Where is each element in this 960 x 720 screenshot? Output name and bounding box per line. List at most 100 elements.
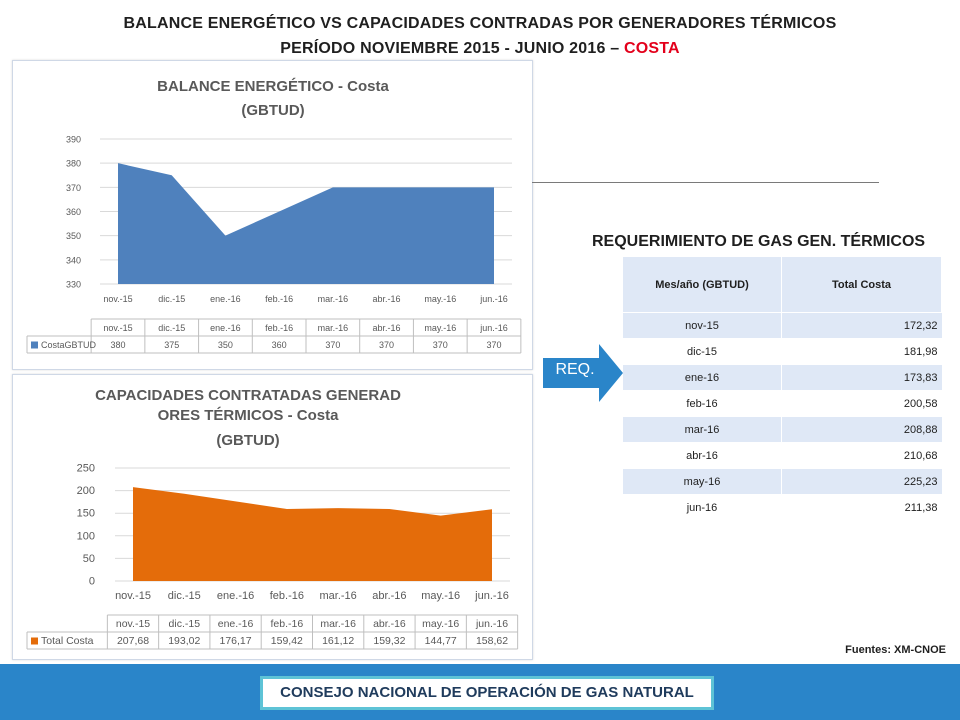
- cell-total: 225,23: [781, 468, 942, 495]
- legend-label: Total Costa: [41, 635, 94, 647]
- data-label: 350: [218, 340, 233, 350]
- table-row: dic-15 181,98: [623, 338, 942, 365]
- chart-title: BALANCE ENERGÉTICO - Costa: [157, 78, 389, 95]
- y-tick-label: 380: [66, 159, 81, 169]
- x-tick-label: abr.-16: [373, 294, 401, 304]
- table-category: nov.-15: [103, 323, 132, 333]
- y-tick-label: 360: [66, 207, 81, 217]
- data-label: 360: [272, 340, 287, 350]
- data-label: 176,17: [220, 635, 252, 647]
- table-category: mar.-16: [318, 323, 349, 333]
- x-tick-label: may.-16: [421, 590, 460, 602]
- table-row: mar-16 208,88: [623, 416, 942, 443]
- data-label: 159,42: [271, 635, 303, 647]
- data-label: 370: [379, 340, 394, 350]
- page-subtitle: PERÍODO NOVIEMBRE 2015 - JUNIO 2016 – CO…: [0, 40, 960, 58]
- y-tick-label: 0: [89, 576, 95, 588]
- x-tick-label: feb.-16: [265, 294, 293, 304]
- x-tick-label: dic.-15: [168, 590, 201, 602]
- cell-total: 211,38: [781, 494, 942, 520]
- x-tick-label: jun.-16: [474, 590, 509, 602]
- cell-month: ene-16: [623, 364, 782, 391]
- data-label: 370: [486, 340, 501, 350]
- requirement-table: Mes/año (GBTUD) Total Costa nov-15 172,32…: [623, 257, 942, 520]
- data-label: 207,68: [117, 635, 149, 647]
- x-tick-label: dic.-15: [158, 294, 185, 304]
- footer-bar: CONSEJO NACIONAL DE OPERACIÓN DE GAS NAT…: [0, 664, 960, 720]
- cell-month: abr-16: [623, 442, 782, 469]
- y-tick-label: 370: [66, 183, 81, 193]
- table-row: nov-15 172,32: [623, 312, 942, 339]
- chart-title: CAPACIDADES CONTRATADAS GENERAD ORES TÉRM…: [95, 387, 401, 424]
- data-label: 370: [433, 340, 448, 350]
- subtitle-period: PERÍODO NOVIEMBRE 2015 - JUNIO 2016 –: [280, 40, 624, 57]
- cell-total: 172,32: [781, 312, 942, 339]
- table-category: dic.-15: [158, 323, 185, 333]
- req-arrow-icon: [543, 344, 623, 402]
- table-category: may.-16: [424, 323, 456, 333]
- table-category: ene.-16: [210, 323, 241, 333]
- x-tick-label: mar.-16: [318, 294, 349, 304]
- x-tick-label: ene.-16: [210, 294, 241, 304]
- y-tick-label: 330: [66, 280, 81, 290]
- table-category: dic.-15: [169, 618, 201, 630]
- divider-line: [532, 182, 879, 183]
- page-title: BALANCE ENERGÉTICO VS CAPACIDADES CONTRA…: [123, 15, 837, 32]
- cell-total: 200,58: [781, 390, 942, 417]
- chart-subtitle: (GBTUD): [241, 102, 304, 119]
- table-category: jun.-16: [475, 618, 508, 630]
- y-tick-label: 350: [66, 231, 81, 241]
- arrow-shape: [543, 344, 623, 402]
- balance-chart-panel: BALANCE ENERGÉTICO - Costa (GBTUD) 330 340 3…: [12, 60, 533, 370]
- table-header-row: Mes/año (GBTUD) Total Costa: [623, 257, 942, 313]
- capacity-chart-panel: CAPACIDADES CONTRATADAS GENERAD ORES TÉRM…: [12, 374, 533, 660]
- x-tick-label: abr.-16: [372, 590, 406, 602]
- area-series: [118, 163, 494, 284]
- data-label: 380: [110, 340, 125, 350]
- requirement-title: REQUERIMIENTO DE GAS GEN. TÉRMICOS: [592, 233, 926, 250]
- capacity-chart: CAPACIDADES CONTRATADAS GENERAD ORES TÉRM…: [26, 387, 519, 650]
- table-category: may.-16: [422, 618, 459, 630]
- balance-chart: BALANCE ENERGÉTICO - Costa (GBTUD) 330 340 3…: [26, 78, 522, 354]
- y-tick-label: 100: [77, 530, 95, 542]
- cell-month: dic-15: [623, 338, 782, 365]
- table-category: mar.-16: [320, 618, 356, 630]
- table-row: feb-16 200,58: [623, 390, 942, 417]
- cell-month: jun-16: [623, 494, 782, 520]
- legend-label: CostaGBTUD: [41, 340, 97, 350]
- col-header-total: Total Costa: [781, 257, 942, 313]
- cell-month: mar-16: [623, 416, 782, 443]
- x-tick-label: jun.-16: [479, 294, 508, 304]
- footer-title: CONSEJO NACIONAL DE OPERACIÓN DE GAS NAT…: [260, 676, 714, 710]
- data-label: 161,12: [322, 635, 354, 647]
- y-tick-label: 250: [77, 463, 95, 475]
- table-category: ene.-16: [218, 618, 254, 630]
- table-category: feb.-16: [265, 323, 293, 333]
- chart-subtitle: (GBTUD): [216, 432, 279, 449]
- y-tick-label: 150: [77, 508, 95, 520]
- x-tick-label: may.-16: [424, 294, 456, 304]
- cell-total: 208,88: [781, 416, 942, 443]
- x-tick-label: feb.-16: [270, 590, 304, 602]
- legend-swatch: [31, 637, 38, 645]
- data-label: 158,62: [476, 635, 508, 647]
- data-label: 193,02: [168, 635, 200, 647]
- cell-total: 181,98: [781, 338, 942, 365]
- y-tick-label: 390: [66, 135, 81, 145]
- subtitle-region: COSTA: [623, 40, 680, 57]
- table-row: ene-16 173,83: [623, 364, 942, 391]
- cell-month: feb-16: [623, 390, 782, 417]
- x-tick-label: nov.-15: [103, 294, 132, 304]
- table-category: abr.-16: [373, 323, 401, 333]
- cell-total: 173,83: [781, 364, 942, 391]
- y-tick-label: 50: [83, 553, 95, 565]
- y-tick-label: 340: [66, 255, 81, 265]
- x-tick-label: mar.-16: [319, 590, 356, 602]
- data-label: 375: [164, 340, 179, 350]
- table-row: abr-16 210,68: [623, 442, 942, 469]
- y-tick-label: 200: [77, 485, 95, 497]
- table-category: feb.-16: [271, 618, 304, 630]
- table-category: abr.-16: [373, 618, 406, 630]
- area-series: [133, 487, 492, 581]
- table-category: jun.-16: [479, 323, 508, 333]
